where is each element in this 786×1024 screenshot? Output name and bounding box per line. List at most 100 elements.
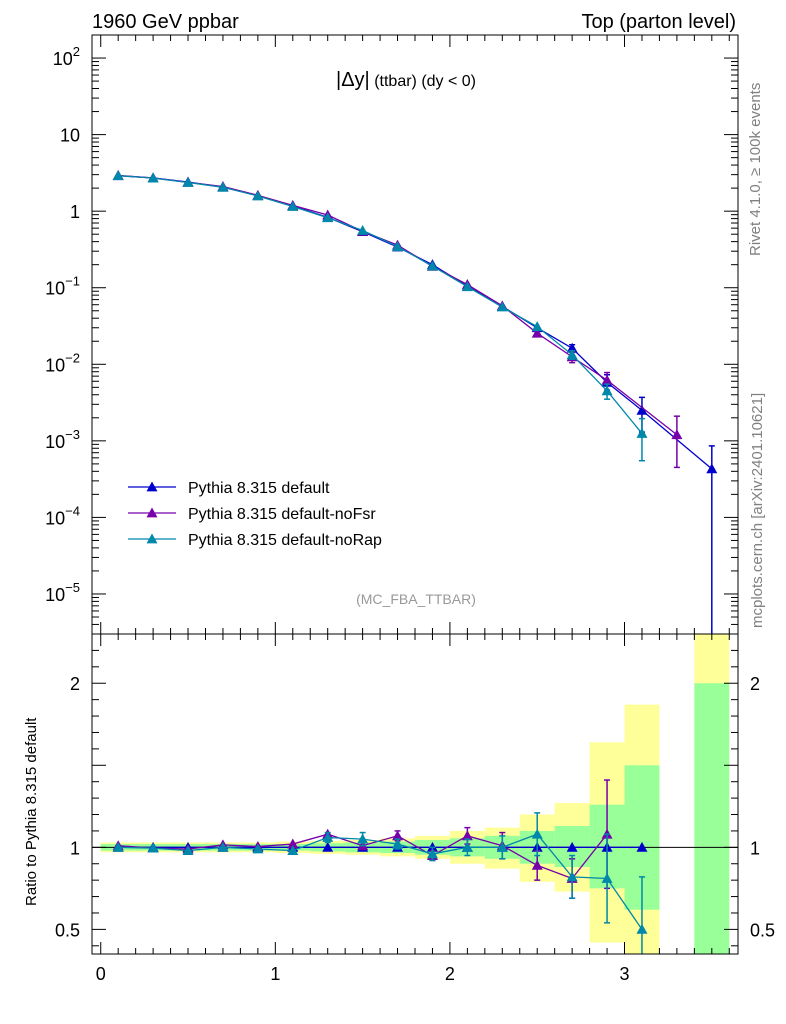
ratio-point: [252, 843, 264, 854]
ratio-point: [287, 838, 299, 849]
ratio-ylabel: Ratio to Pythia 8.315 default: [23, 717, 40, 906]
data-point: [392, 241, 404, 251]
y-tick-label-main: 102: [53, 44, 80, 69]
ratio-band-green: [694, 683, 730, 954]
data-point: [217, 181, 229, 192]
ratio-point: [287, 845, 299, 856]
ratio-point: [461, 841, 473, 852]
plot-title: |Δy| (ttbar) (dy < 0): [336, 69, 476, 91]
data-point: [671, 429, 683, 440]
y-tick-label-base: 10: [45, 432, 65, 452]
data-point: [461, 281, 473, 292]
y-tick-label-ratio: 1: [70, 838, 80, 858]
y-tick-label-main: 1: [70, 202, 80, 222]
legend: Pythia 8.315 default Pythia 8.315 default…: [128, 480, 382, 549]
ratio-point: [357, 833, 369, 844]
y-tick-label-base: 10: [53, 49, 73, 69]
y-tick-label-exponent: −4: [65, 503, 80, 518]
mcplots-label: mcplots.cern.ch [arXiv:2401.10621]: [749, 393, 766, 628]
ratio-point: [217, 841, 229, 852]
ratio-point: [636, 923, 648, 934]
y-tick-label-ratio-right: 1: [750, 838, 760, 858]
y-tick-label-exponent: −5: [65, 580, 80, 595]
y-tick-label-base: 10: [60, 126, 80, 146]
y-tick-label-exponent: −2: [65, 350, 80, 365]
data-point: [636, 404, 648, 415]
ratio-point: [566, 871, 578, 882]
data-point: [566, 349, 578, 360]
ratio-point: [322, 841, 334, 852]
data-point: [322, 212, 334, 223]
data-point: [357, 224, 369, 235]
data-point: [636, 427, 648, 438]
y-tick-label-ratio: 2: [70, 674, 80, 694]
data-point: [706, 463, 718, 474]
ratio-point: [636, 841, 648, 852]
data-point: [252, 190, 264, 201]
ratio-point: [461, 830, 473, 841]
legend-marker: [146, 507, 158, 518]
ratio-point: [147, 842, 159, 853]
ratio-point: [392, 830, 404, 841]
ratio-point: [531, 859, 543, 870]
y-tick-label-exponent: 2: [73, 44, 80, 59]
data-point: [601, 374, 613, 385]
data-point: [496, 301, 508, 312]
ratio-frame: [91, 633, 739, 955]
ratio-point: [601, 873, 613, 883]
y-tick-label-main: 10−2: [45, 350, 80, 375]
y-tick-label-base: 10: [45, 585, 65, 605]
data-point: [531, 321, 543, 332]
y-tick-label-main: 10: [60, 126, 80, 146]
x-tick-label: 3: [620, 964, 630, 984]
analysis-tag: (MC_FBA_TTBAR): [356, 591, 476, 607]
ratio-point: [182, 845, 194, 856]
header-left: 1960 GeV ppbar: [92, 11, 239, 33]
plot-title-sub: (ttbar) (dy < 0): [370, 73, 476, 90]
legend-marker: [146, 533, 158, 544]
ratio-point: [566, 841, 578, 852]
y-tick-label-main: 10−4: [45, 503, 80, 528]
x-tick-label: 1: [270, 964, 280, 984]
plot-title-main: |Δy|: [336, 69, 370, 91]
y-tick-label-exponent: −1: [65, 274, 80, 289]
x-tick-label: 2: [445, 964, 455, 984]
y-tick-label-base: 1: [70, 202, 80, 222]
data-point: [112, 170, 124, 181]
main-series: [112, 169, 718, 634]
y-tick-label-ratio: 0.5: [55, 920, 80, 940]
ratio-point: [392, 838, 404, 849]
data-point: [147, 172, 159, 183]
ratio-point: [426, 848, 438, 859]
data-point: [426, 260, 438, 271]
y-tick-label-ratio-right: 2: [750, 674, 760, 694]
y-tick-label-exponent: −3: [65, 427, 80, 442]
legend-marker: [146, 481, 158, 492]
ratio-series: [112, 779, 648, 954]
ratio-point: [496, 841, 508, 852]
data-point: [601, 385, 613, 396]
y-tick-label-ratio-right: 0.5: [750, 920, 775, 940]
y-tick-label-main: 10−3: [45, 427, 80, 452]
series-line: [118, 175, 643, 434]
legend-label: Pythia 8.315 default-noFsr: [188, 506, 376, 523]
ratio-point: [531, 828, 543, 839]
data-point: [287, 201, 299, 211]
ratio-point: [322, 831, 334, 842]
data-point: [182, 176, 194, 187]
rivet-version-label: Rivet 4.1.0, ≥ 100k events: [747, 83, 764, 256]
y-tick-label-main: 10−1: [45, 274, 80, 299]
legend-label: Pythia 8.315 default-noRap: [188, 532, 382, 549]
y-tick-label-base: 10: [45, 355, 65, 375]
ratio-line: [118, 833, 643, 930]
ratio-point: [112, 841, 124, 852]
y-tick-label-base: 10: [45, 279, 65, 299]
header-right: Top (parton level): [581, 11, 736, 33]
y-tick-label-main: 10−5: [45, 580, 80, 605]
legend-label: Pythia 8.315 default: [188, 480, 330, 497]
y-tick-label-base: 10: [45, 508, 65, 528]
x-tick-label: 0: [96, 964, 106, 984]
